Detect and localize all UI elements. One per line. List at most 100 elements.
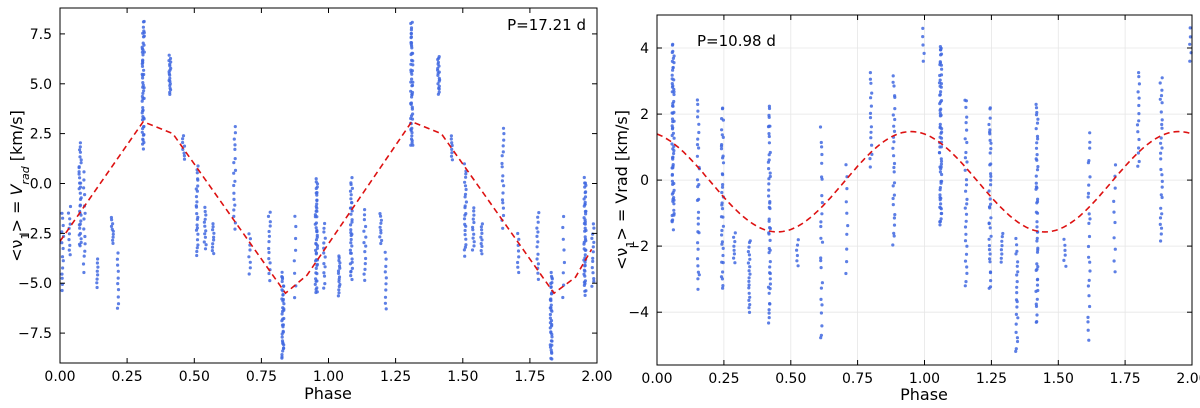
left-data-point xyxy=(211,225,215,229)
left-data-point xyxy=(282,284,286,288)
left-data-point xyxy=(590,236,594,240)
left-data-point xyxy=(338,261,342,265)
left-data-point xyxy=(463,204,467,208)
left-y-tick-label: −5.0 xyxy=(18,276,52,292)
left-data-point xyxy=(248,237,252,241)
left-data-point xyxy=(203,224,207,228)
left-data-point xyxy=(349,231,353,235)
left-data-point xyxy=(337,254,341,258)
left-data-point xyxy=(95,261,99,265)
left-data-point xyxy=(281,306,285,310)
left-y-tick-label: 2.5 xyxy=(30,127,52,143)
left-data-point xyxy=(195,200,199,204)
right-data-point xyxy=(870,143,874,147)
left-data-point xyxy=(517,255,521,259)
right-data-point xyxy=(768,171,772,175)
left-data-point xyxy=(549,297,553,301)
right-data-point xyxy=(939,165,943,169)
left-data-point xyxy=(583,269,587,273)
left-data-point xyxy=(548,312,553,317)
right-ylabel-part: > = Vrad [km/s] xyxy=(612,110,631,241)
right-data-point xyxy=(1015,280,1019,284)
right-data-point xyxy=(868,77,873,81)
left-data-point xyxy=(584,212,588,216)
right-data-point xyxy=(1136,90,1140,94)
left-data-point xyxy=(535,257,539,261)
left-y-axis-label: <ν1> = Vrad [km/s] xyxy=(7,110,32,262)
right-data-point xyxy=(891,74,895,78)
right-data-point xyxy=(964,212,969,216)
left-data-point xyxy=(116,276,120,280)
right-data-point xyxy=(938,111,942,115)
right-data-point xyxy=(893,107,897,111)
right-data-point xyxy=(795,253,800,258)
left-data-point xyxy=(549,270,553,275)
left-data-point xyxy=(181,134,186,138)
right-data-point xyxy=(671,163,675,167)
right-data-point xyxy=(672,144,676,148)
left-data-point xyxy=(349,241,353,245)
left-data-point xyxy=(281,329,285,333)
right-data-point xyxy=(720,228,724,233)
left-data-point xyxy=(548,306,552,310)
right-data-point xyxy=(870,152,874,156)
left-data-point xyxy=(82,227,86,231)
left-data-point xyxy=(536,220,540,224)
left-data-point xyxy=(314,238,319,242)
left-data-point xyxy=(116,251,120,255)
right-x-tick-label: 0.25 xyxy=(708,371,739,387)
right-data-point xyxy=(1014,330,1018,334)
left-data-point xyxy=(591,271,595,275)
left-data-point xyxy=(464,172,468,176)
right-data-point xyxy=(672,208,676,212)
right-data-point xyxy=(1000,235,1004,239)
left-data-point xyxy=(409,80,413,84)
left-data-point xyxy=(60,211,64,215)
left-data-point xyxy=(314,191,318,195)
right-data-point xyxy=(989,147,993,151)
right-data-point xyxy=(732,252,737,256)
right-data-point xyxy=(892,193,897,197)
right-data-point xyxy=(767,311,771,315)
left-data-point xyxy=(109,215,113,220)
right-x-tick-label: 0.75 xyxy=(842,371,873,387)
right-data-point xyxy=(670,82,674,86)
right-data-point xyxy=(1035,320,1039,324)
left-data-point xyxy=(463,228,467,233)
left-data-point xyxy=(204,243,208,247)
right-data-point xyxy=(1087,159,1091,163)
right-data-point xyxy=(1034,210,1038,214)
left-data-point xyxy=(323,236,327,240)
right-data-point xyxy=(844,271,848,276)
left-x-tick-label: 0.75 xyxy=(246,369,277,385)
left-period-annotation: P=17.21 d xyxy=(507,16,586,34)
right-data-point xyxy=(819,311,824,315)
right-data-point xyxy=(1034,185,1038,189)
left-data-point xyxy=(167,53,171,57)
right-data-point xyxy=(987,189,991,193)
right-data-point xyxy=(940,130,944,134)
left-data-point xyxy=(116,282,120,286)
right-x-tick-label: 1.50 xyxy=(1043,371,1074,387)
left-data-point xyxy=(537,211,541,215)
right-data-point xyxy=(892,124,896,128)
left-data-point xyxy=(582,175,586,180)
right-period-annotation: P=10.98 d xyxy=(697,32,776,50)
right-data-point xyxy=(1034,181,1038,185)
right-data-point xyxy=(671,68,675,72)
right-data-point xyxy=(672,78,676,82)
right-data-point xyxy=(671,131,676,135)
left-data-point xyxy=(337,275,342,279)
left-data-point xyxy=(350,257,354,261)
right-data-point xyxy=(1036,288,1040,293)
left-data-point xyxy=(268,220,272,224)
left-data-point xyxy=(479,225,483,229)
right-data-point xyxy=(748,295,752,299)
left-data-point xyxy=(195,226,199,230)
left-data-point xyxy=(314,266,318,270)
left-data-point xyxy=(463,233,467,237)
left-data-point xyxy=(79,237,83,241)
right-data-point xyxy=(939,159,944,163)
left-data-point xyxy=(268,261,272,265)
left-data-point xyxy=(233,203,237,207)
